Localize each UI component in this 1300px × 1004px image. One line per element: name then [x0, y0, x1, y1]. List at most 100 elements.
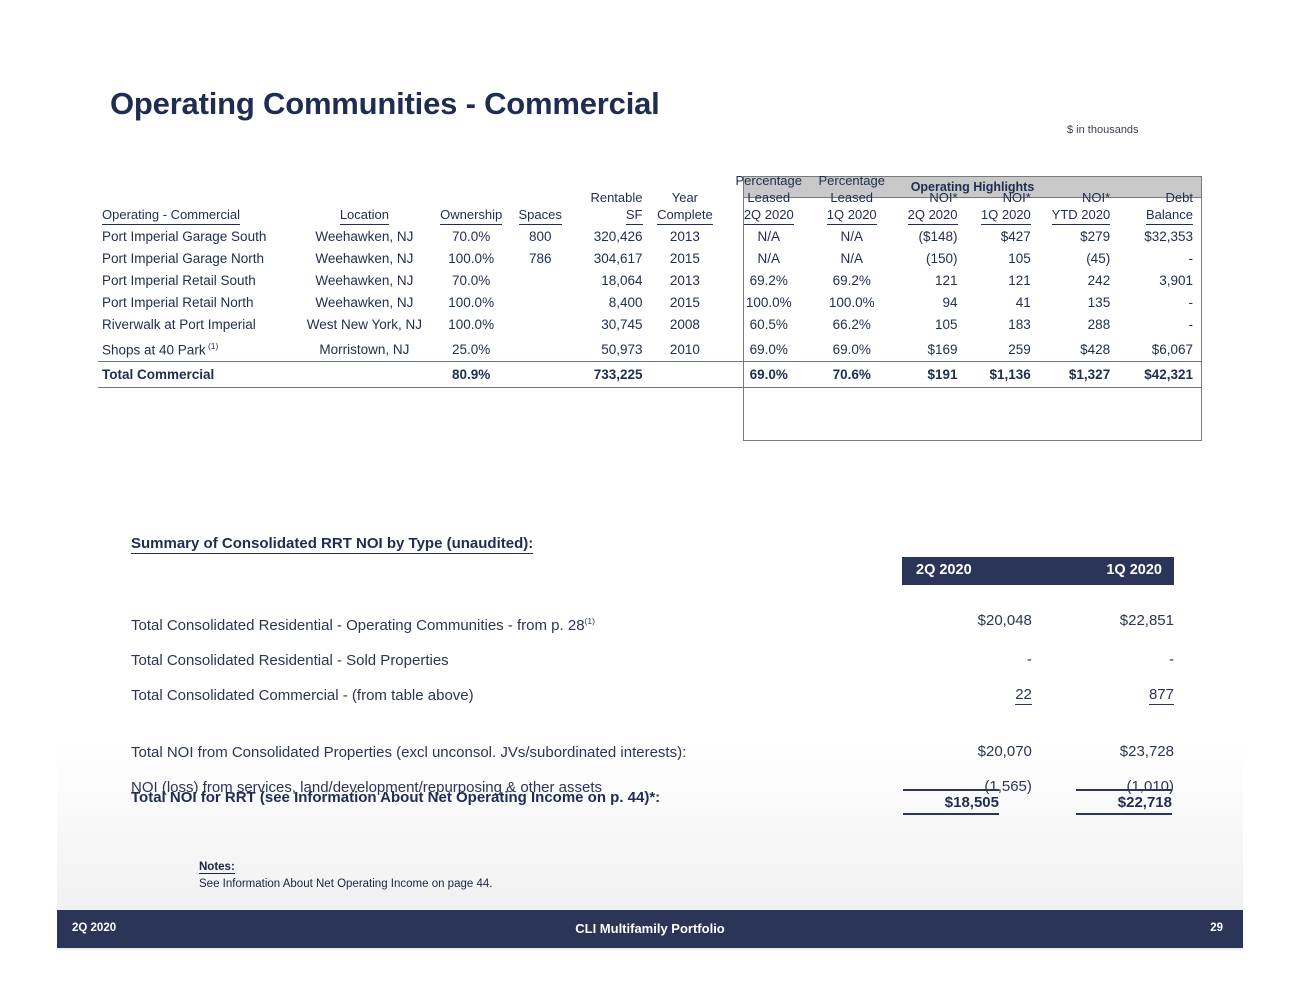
cell-noi_1q: 105	[1008, 250, 1031, 266]
cell-name: Shops at 40 Park (1)	[98, 335, 298, 361]
table-row: Shops at 40 Park (1) Morristown, NJ 25.0% 5…	[98, 335, 1202, 361]
underlined-value: 22	[1015, 686, 1032, 705]
cell-location: West New York, NJ	[306, 316, 423, 332]
cell-location: Morristown, NJ	[319, 342, 410, 357]
summary-row-1q-value: $23,728	[1119, 743, 1174, 760]
cell-ownership: 100.0%	[448, 294, 495, 310]
footer-page-number: 29	[1210, 922, 1223, 934]
cell-spaces: 800	[528, 228, 552, 244]
cell-noi_1q: $427	[1000, 228, 1031, 244]
cell-pct_leased_2q: 100.0%	[745, 294, 792, 310]
summary-row-2q-value: $20,070	[977, 743, 1032, 760]
operating-highlights-band: Operating Highlights	[743, 176, 1202, 198]
cell-name: Port Imperial Retail North	[98, 291, 298, 313]
summary-row-1q-value: $22,851	[1119, 612, 1174, 629]
table-header-row: Operating - Commercial Location Ownershi…	[98, 172, 1202, 225]
cell-spaces	[511, 269, 569, 291]
col-header-pct-leased-2q: Percentage Leased 2Q 2020	[727, 172, 810, 225]
cell-spaces	[511, 335, 569, 361]
cell-ownership: 70.0%	[452, 228, 491, 244]
spacer-cell	[131, 713, 1176, 735]
cell-spaces	[511, 360, 570, 388]
page-footer: 2Q 2020 CLI Multifamily Portfolio 29	[57, 910, 1243, 948]
summary-row-label: NOI (loss) from services, land/developme…	[131, 779, 603, 796]
cell-ownership: 70.0%	[452, 272, 491, 288]
col-header-spaces: Spaces	[511, 172, 569, 225]
cell-noi_ytd: 288	[1087, 316, 1111, 332]
summary-row-1q-value: 877	[1038, 678, 1176, 713]
table-row: Riverwalk at Port Imperial West New York,…	[98, 313, 1202, 335]
col-header-ownership: Ownership	[431, 172, 511, 225]
table-row: Port Imperial Retail North Weehawken, NJ 1…	[98, 291, 1202, 313]
cell-year: 2008	[669, 316, 700, 332]
property-name: Port Imperial Garage South	[102, 228, 267, 244]
cell-name: Port Imperial Garage North	[98, 247, 298, 269]
cell-pct_leased_1q: 69.2%	[832, 272, 871, 288]
grand-total-label: Total NOI for RRT (see Information About…	[131, 789, 661, 806]
col-header-name: Operating - Commercial	[98, 172, 298, 225]
cell-name: Port Imperial Retail South	[98, 269, 298, 291]
cell-ownership: 80.9%	[430, 360, 512, 388]
cell-ownership: 25.0%	[452, 342, 491, 357]
summary-row: Total Consolidated Commercial - (from ta…	[131, 678, 1176, 713]
summary-row-2q-value: -	[1026, 651, 1032, 668]
grand-total-2q-value: $18,505	[903, 789, 999, 815]
summary-row-label: Total NOI from Consolidated Properties (…	[131, 744, 687, 761]
cell-year: 2013	[669, 272, 700, 288]
col-header-noi-ytd: NOI* YTD 2020	[1041, 172, 1120, 225]
property-name: Port Imperial Retail North	[102, 294, 254, 310]
commercial-properties-table: Operating - Commercial Location Ownershi…	[98, 172, 1202, 388]
summary-row-1q-value: -	[1169, 651, 1174, 668]
table-row: Port Imperial Garage North Weehawken, NJ 1…	[98, 247, 1202, 269]
page-title: Operating Communities - Commercial	[110, 86, 660, 121]
cell-name: Total Commercial	[98, 360, 298, 388]
cell-pct_leased_1q: 66.2%	[832, 316, 871, 332]
col-header-pct-leased-1q: Percentage Leased 1Q 2020	[810, 172, 893, 225]
page-background	[57, 0, 1243, 950]
summary-col-2q-label: 2Q 2020	[916, 562, 972, 578]
cell-noi_1q: 183	[1008, 316, 1031, 332]
cell-spaces: 786	[528, 250, 552, 266]
cell-year: 2015	[669, 250, 700, 266]
cell-ownership: 100.0%	[448, 250, 495, 266]
table-total-row: Total Commercial 80.9% 733,225 69.0% 70.6% $1…	[98, 360, 1202, 388]
cell-location: Weehawken, NJ	[315, 294, 414, 310]
cell-rentable_sf: 304,617	[593, 250, 643, 266]
summary-row: Total Consolidated Residential - Operati…	[131, 604, 1176, 643]
cell-pct_leased_1q: N/A	[840, 228, 863, 244]
summary-heading: Summary of Consolidated RRT NOI by Type …	[131, 535, 534, 554]
cell-debt: $6,067	[1151, 342, 1193, 357]
footnote-marker: (1)	[584, 616, 595, 626]
cell-pct_leased_1q: 70.6%	[810, 360, 894, 388]
footer-period: 2Q 2020	[72, 922, 117, 934]
summary-spacer-row	[131, 713, 1176, 735]
cell-noi_ytd: 242	[1087, 272, 1111, 288]
cell-noi_2q: 105	[934, 316, 958, 332]
cell-location: Weehawken, NJ	[315, 272, 414, 288]
table-row: Port Imperial Garage South Weehawken, NJ 7…	[98, 225, 1202, 247]
footer-title: CLI Multifamily Portfolio	[575, 921, 725, 936]
cell-noi_1q: 259	[1008, 342, 1031, 357]
summary-row-2q-value: 22	[895, 678, 1038, 713]
col-header-debt-balance: Debt Balance	[1120, 172, 1202, 225]
cell-pct_leased_1q: 100.0%	[828, 294, 875, 310]
cell-noi_2q: 94	[942, 294, 958, 310]
cell-rentable_sf: 8,400	[608, 294, 643, 310]
cell-pct_leased_2q: 69.2%	[749, 272, 788, 288]
cell-noi_2q: ($148)	[918, 228, 958, 244]
footnote-marker: (1)	[205, 340, 219, 351]
cell-noi_ytd: $1,327	[1040, 360, 1121, 388]
cell-noi_2q: $191	[893, 360, 968, 388]
cell-rentable_sf: 50,973	[601, 342, 643, 357]
notes-block: Notes: See Information About Net Operati…	[199, 857, 492, 890]
notes-title: Notes:	[199, 861, 235, 874]
cell-year: 2015	[669, 294, 700, 310]
col-header-noi-1q: NOI* 1Q 2020	[968, 172, 1041, 225]
cell-noi_ytd: (45)	[1086, 250, 1111, 266]
cell-year: 2010	[669, 342, 700, 357]
property-name: Port Imperial Garage North	[102, 250, 265, 266]
cell-spaces	[511, 291, 569, 313]
cell-noi_1q: 121	[1008, 272, 1031, 288]
cell-rentable_sf: 18,064	[601, 272, 643, 288]
